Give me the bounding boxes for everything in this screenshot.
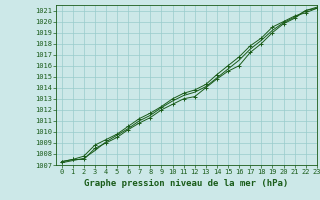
- X-axis label: Graphe pression niveau de la mer (hPa): Graphe pression niveau de la mer (hPa): [84, 179, 289, 188]
